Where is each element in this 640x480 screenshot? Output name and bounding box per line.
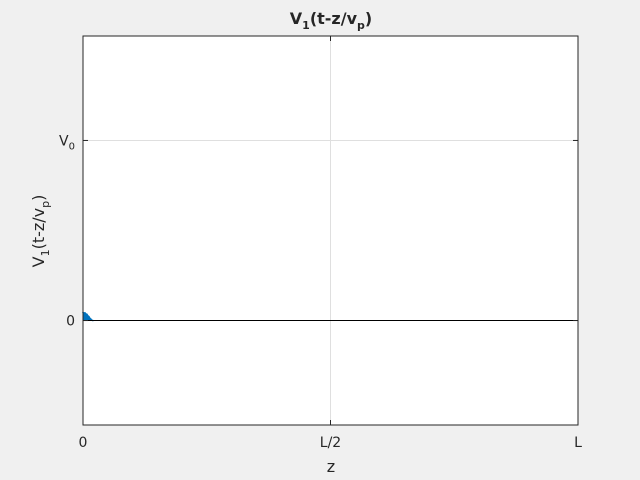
y-tick-label-text: V xyxy=(59,133,69,149)
x-tick-label: L xyxy=(574,435,582,451)
chart-title: V1(t-z/vp) xyxy=(290,9,372,32)
x-tick-label: L/2 xyxy=(320,435,341,451)
ylabel-sub2: p xyxy=(39,201,52,208)
series-point xyxy=(84,312,86,314)
series-point xyxy=(88,315,90,318)
ylabel-base: V xyxy=(29,256,48,267)
y-axis-label: V1(t-z/vp) xyxy=(29,195,52,268)
ylabel-mid: (t-z/v xyxy=(29,208,48,250)
series-point xyxy=(86,313,88,316)
y-tick-label: 0 xyxy=(66,314,75,330)
y-tick-label: V0 xyxy=(59,133,75,152)
x-axis-label: z xyxy=(327,457,335,476)
ylabel-end: ) xyxy=(29,195,48,201)
title-end: ) xyxy=(365,9,372,28)
title-base: V xyxy=(290,9,303,28)
series-point xyxy=(90,318,92,320)
title-mid: (t-z/v xyxy=(310,9,358,28)
y-tick-label-text: 0 xyxy=(66,314,75,330)
title-sub2: p xyxy=(357,19,365,32)
y-tick-label-sub: 0 xyxy=(69,141,75,152)
x-tick-label: 0 xyxy=(79,435,88,451)
x-tick-labels: 0 L/2 L xyxy=(79,435,583,451)
title-sub1: 1 xyxy=(302,19,310,32)
ylabel-sub1: 1 xyxy=(39,249,52,256)
y-tick-labels: 0V0 xyxy=(59,133,75,329)
tick-marks xyxy=(82,36,579,425)
